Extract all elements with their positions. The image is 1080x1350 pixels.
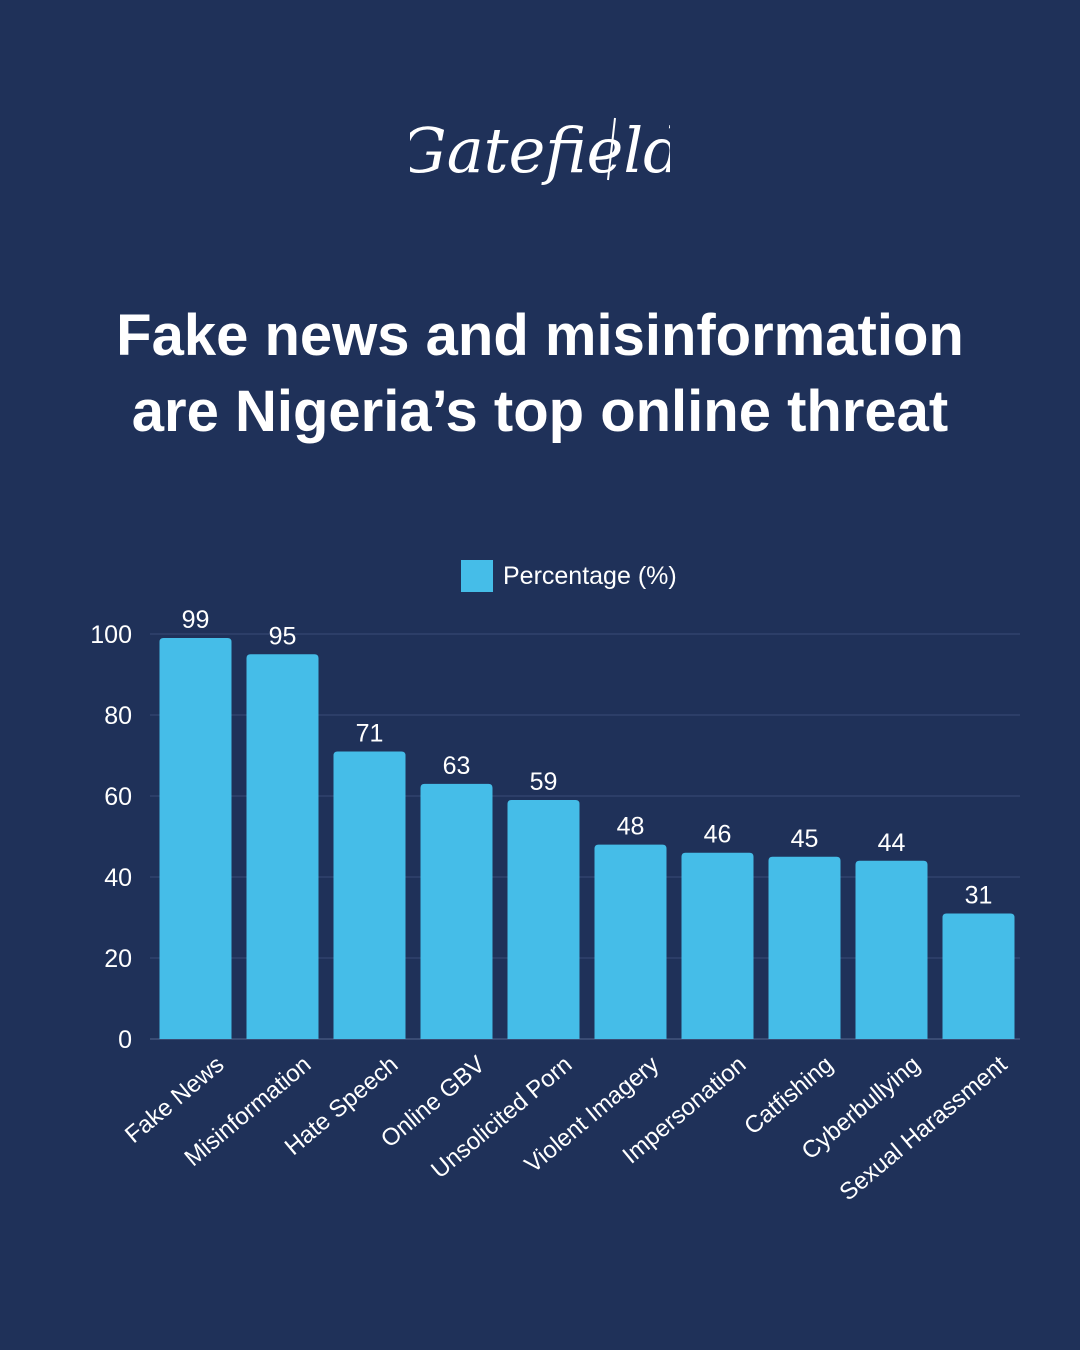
bar-violent-imagery bbox=[594, 844, 667, 1039]
bar-cyberbullying bbox=[855, 860, 928, 1039]
y-tick-label: 100 bbox=[90, 621, 132, 649]
bar-unsolicited-porn bbox=[507, 800, 580, 1039]
y-tick-label: 80 bbox=[104, 702, 132, 730]
data-label: 71 bbox=[356, 719, 384, 747]
data-label: 48 bbox=[617, 813, 645, 841]
y-tick-label: 20 bbox=[104, 945, 132, 973]
legend-label: Percentage (%) bbox=[503, 562, 677, 590]
legend-swatch bbox=[461, 560, 493, 592]
gatefield-logo: Gatefield bbox=[0, 100, 1080, 210]
title-line-2: are Nigeria’s top online threat bbox=[131, 379, 949, 444]
x-tick-label: Sexual Harassment bbox=[835, 1051, 1013, 1207]
bar-impersonation bbox=[681, 852, 754, 1039]
bar-chart: 0 20 40 60 80 100 99 95 71 63 59 48 46 45 44 31 Fake N… bbox=[90, 560, 1020, 1207]
data-labels: 99 95 71 63 59 48 46 45 44 31 bbox=[182, 606, 993, 909]
bar-fake-news bbox=[159, 638, 232, 1039]
bar-misinformation bbox=[246, 654, 319, 1039]
y-tick-label: 60 bbox=[104, 783, 132, 811]
y-tick-label: 0 bbox=[118, 1026, 132, 1054]
data-label: 59 bbox=[530, 768, 558, 796]
y-axis-ticks: 0 20 40 60 80 100 bbox=[90, 621, 132, 1054]
data-label: 95 bbox=[269, 622, 297, 650]
bar-catfishing bbox=[768, 856, 841, 1039]
data-label: 63 bbox=[443, 752, 471, 780]
logo-wordmark: Gatefield bbox=[410, 114, 670, 187]
page-title: Fake news and misinformation are Nigeria… bbox=[60, 298, 1020, 450]
data-label: 99 bbox=[182, 606, 210, 634]
bars bbox=[159, 638, 1015, 1039]
y-tick-label: 40 bbox=[104, 864, 132, 892]
data-label: 45 bbox=[791, 825, 819, 853]
data-label: 44 bbox=[878, 829, 906, 857]
data-label: 31 bbox=[965, 881, 993, 909]
bar-sexual-harassment bbox=[942, 913, 1015, 1039]
logo-flourish bbox=[607, 117, 616, 181]
bar-hate-speech bbox=[333, 751, 406, 1039]
bar-online-gbv bbox=[420, 783, 493, 1039]
legend: Percentage (%) bbox=[461, 560, 677, 592]
data-label: 46 bbox=[704, 821, 732, 849]
title-line-1: Fake news and misinformation bbox=[116, 303, 964, 368]
